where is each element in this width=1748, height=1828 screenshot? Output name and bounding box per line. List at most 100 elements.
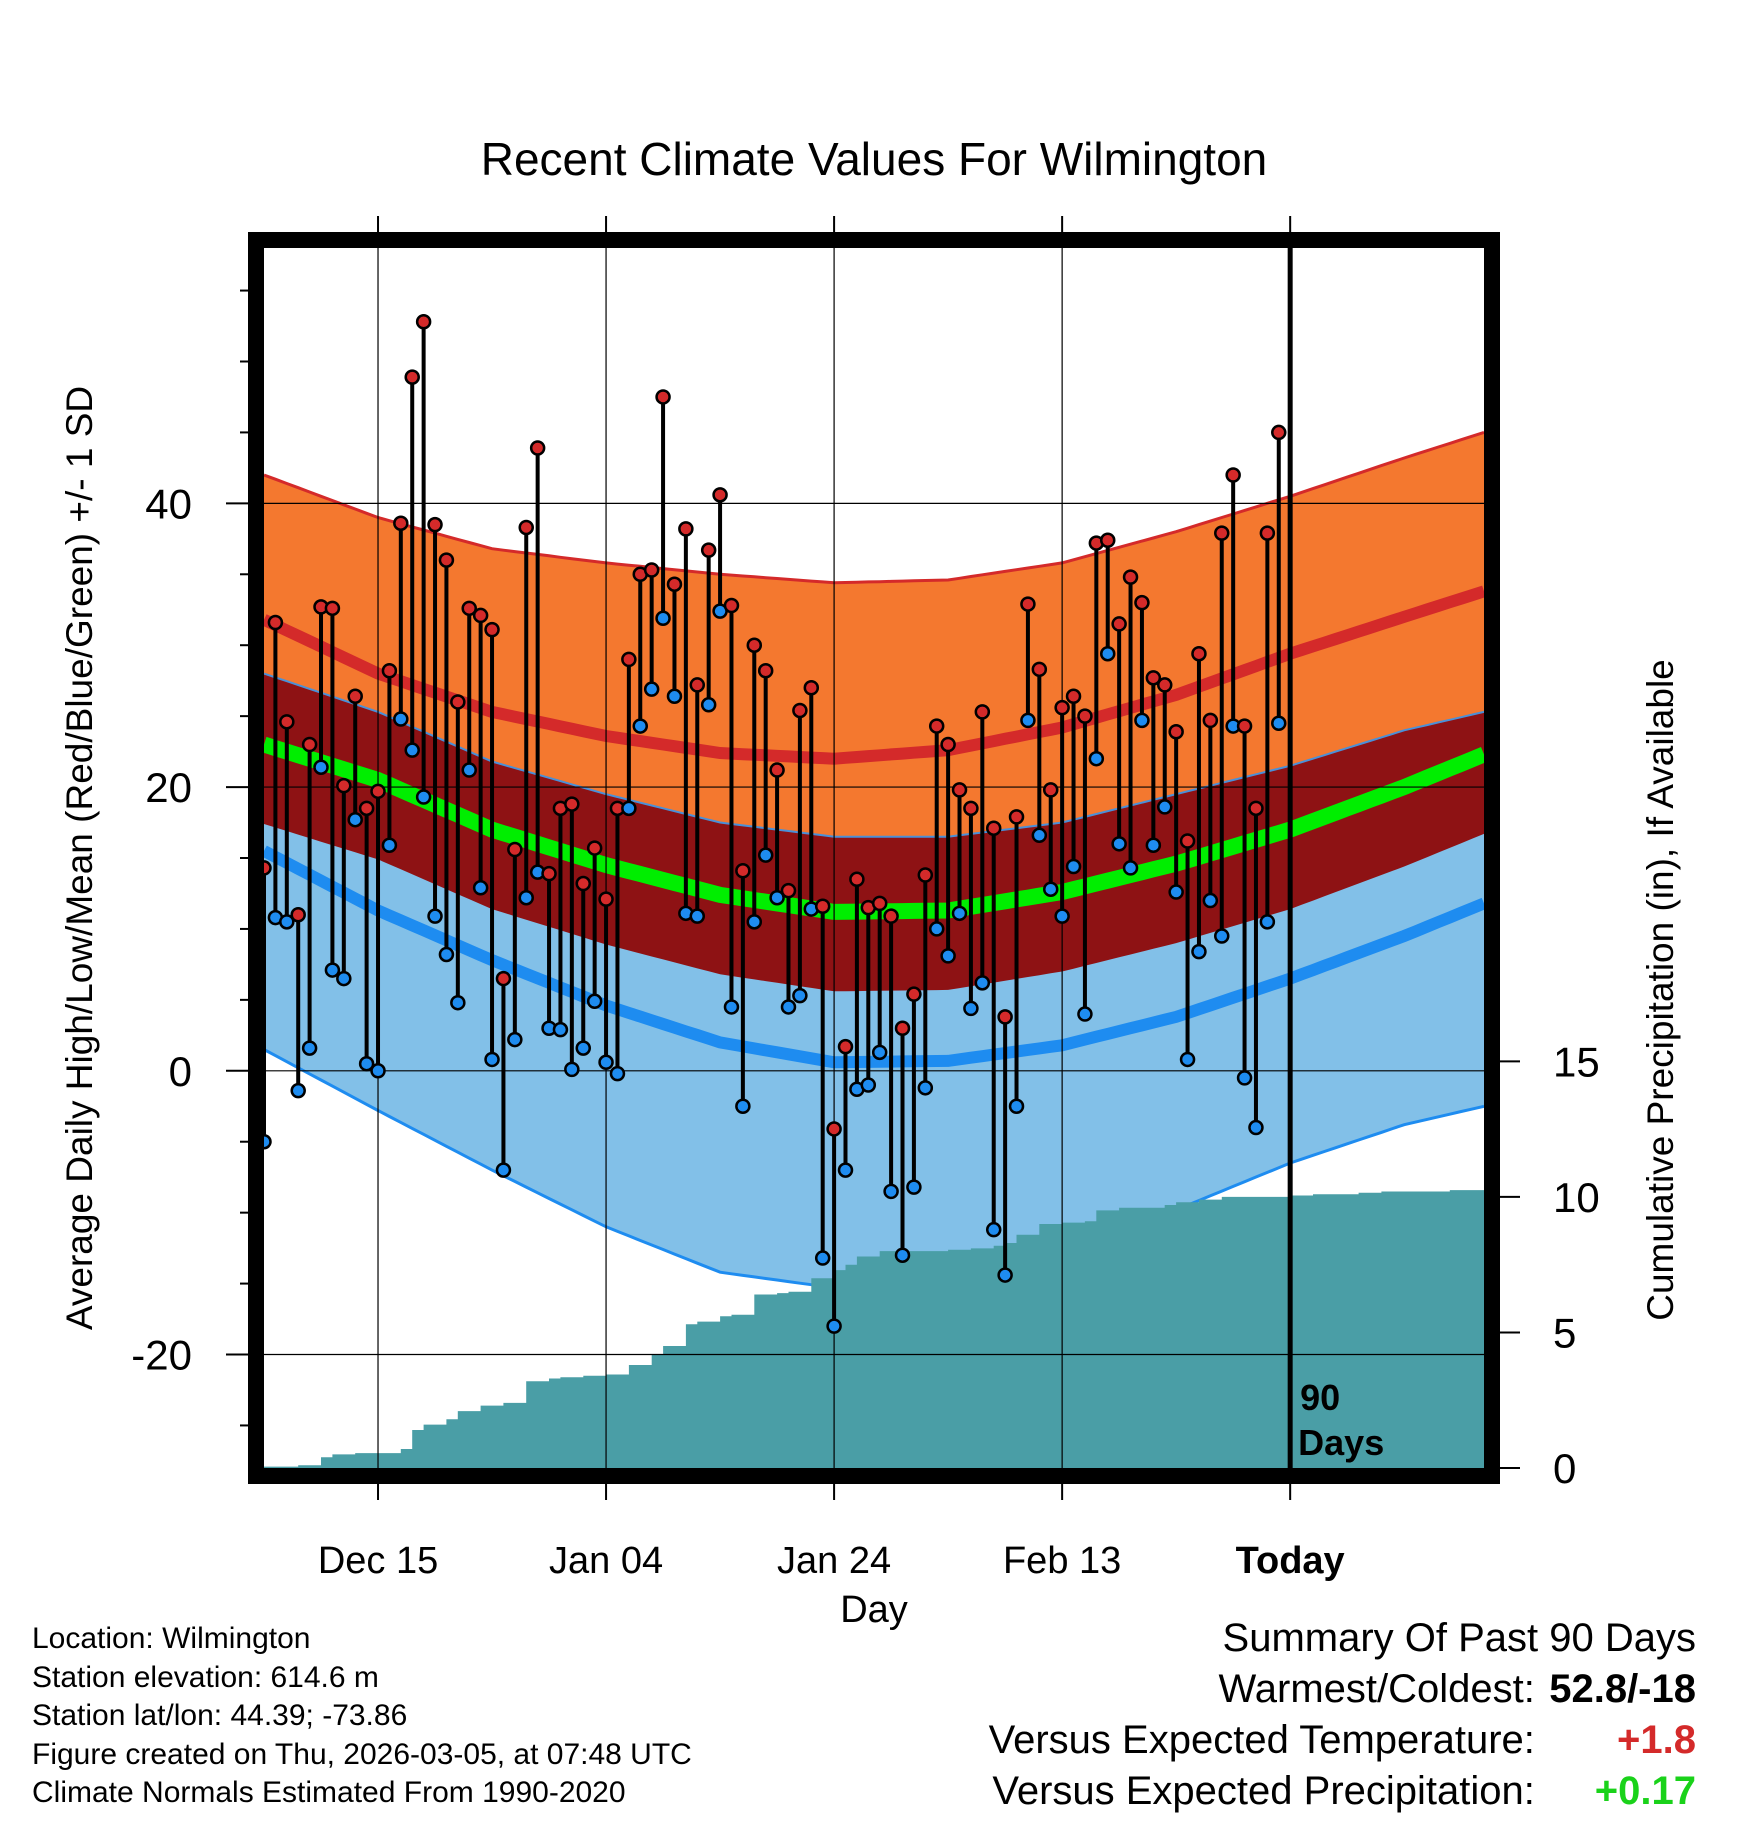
daily-high-point [1145,670,1162,686]
daily-high-point [1020,596,1036,612]
daily-low-point [928,921,945,937]
daily-high-point [461,600,477,617]
daily-high-point [1191,645,1207,662]
daily-high-point [381,662,398,679]
daily-high-point [735,863,751,879]
daily-high-point [415,314,432,330]
daily-high-point [301,736,318,753]
temp-row: Versus Expected Temperature: +1.8 [989,1715,1696,1766]
daily-low-point [1145,837,1162,853]
daily-high-point [917,867,934,883]
daily-high-point [358,800,375,817]
daily-low-point [598,1054,614,1071]
daily-low-point [780,999,797,1015]
y2-tick-label: 0 [1553,1445,1576,1492]
daily-high-point [1134,594,1150,611]
daily-high-point [666,576,683,592]
daily-high-point [803,680,820,696]
y-axis-label: Average Daily High/Low/Mean (Red/Blue/Gr… [59,386,100,1330]
daily-stems [262,321,1281,1327]
x-tick-label: Feb 13 [1003,1540,1121,1582]
daily-high-point [746,637,763,653]
daily-high-point [1077,708,1093,724]
daily-high-point [472,607,489,624]
daily-high-point [393,515,409,531]
mid-band [264,673,1484,992]
daily-low-point [666,688,683,705]
daily-low-point [507,1031,523,1048]
y-tick-label: -20 [131,1332,192,1379]
daily-high-point [906,986,922,1002]
daily-high-point [1008,809,1025,825]
elevation-text: Station elevation: 614.6 m [32,1660,379,1694]
daily-low-point [985,1221,1002,1238]
daily-low-point [1236,1070,1253,1086]
axes: -20 0 20 40 0 5 10 15 Dec 15 Jan 04 Jan 24 Feb 13 To… [131,216,1600,1582]
daily-low-point [609,1065,626,1082]
temp-value: +1.8 [1617,1718,1696,1762]
daily-low-point [347,811,363,828]
daily-high-point [814,898,831,914]
created-text: Figure created on Thu, 2026-03-05, at 07… [32,1737,692,1771]
daily-low-point [723,999,740,1015]
y2-tick-label: 10 [1553,1174,1600,1221]
daily-high-point [324,600,341,617]
daily-low-point [1168,884,1184,900]
daily-high-point [1031,661,1048,678]
daily-high-point [678,521,694,537]
daily-low-point [552,1021,569,1038]
warm-cold-value: 52.8/-18 [1549,1667,1696,1711]
daily-low-point [1248,1119,1264,1136]
daily-low-point [700,697,717,713]
daily-high-point [974,704,991,720]
daily-low-point [643,681,660,697]
daily-high-point [1271,424,1287,441]
y2-tick-label: 5 [1553,1309,1576,1356]
daily-high-point [1248,800,1264,817]
daily-high-point [1042,782,1059,798]
daily-low-point [393,711,409,727]
daily-low-point [1134,712,1150,729]
normals-period-text: Climate Normals Estimated From 1990-2020 [32,1776,626,1809]
location-text: Location: Wilmington [32,1622,311,1655]
daily-low-point [1111,836,1127,852]
daily-low-point [769,889,785,906]
daily-low-point [1214,928,1230,944]
x-tick-label: Jan 24 [777,1540,891,1582]
daily-high-point [928,718,945,734]
daily-high-point [894,1020,911,1036]
daily-low-point [370,1063,386,1079]
daily-high-point [712,487,728,503]
daily-low-point [917,1080,934,1096]
daily-low-point [1179,1051,1196,1068]
daily-high-point [700,542,717,558]
daily-high-point [849,871,865,888]
y-tick-label: 0 [169,1048,192,1095]
daily-low-point [1191,943,1207,960]
daily-low-point [689,908,706,924]
daily-high-point [837,1038,854,1055]
precip-value: +0.17 [1594,1769,1696,1813]
daily-high-point [1099,532,1116,548]
daily-high-point [586,840,603,856]
daily-high-point [1122,569,1139,585]
daily-high-point [883,908,899,924]
daily-high-point [495,970,512,987]
daily-low-point [826,1318,842,1334]
daily-high-point [427,516,443,533]
daily-low-point [427,908,443,924]
daily-high-point [723,597,740,614]
daily-low-point [1156,799,1173,815]
daily-high-point [655,389,671,405]
latlon-text: Station lat/lon: 44.39; -73.86 [32,1699,408,1732]
daily-low-point [518,889,534,906]
daily-high-point [575,875,592,892]
daily-low-point [1008,1098,1025,1115]
daily-low-point [792,987,808,1004]
daily-low-point [974,975,991,991]
daily-high-point [598,891,614,907]
daily-low-point [894,1247,911,1263]
daily-high-point [951,782,968,798]
daily-high-point [1111,616,1127,632]
daily-low-point [997,1267,1013,1283]
